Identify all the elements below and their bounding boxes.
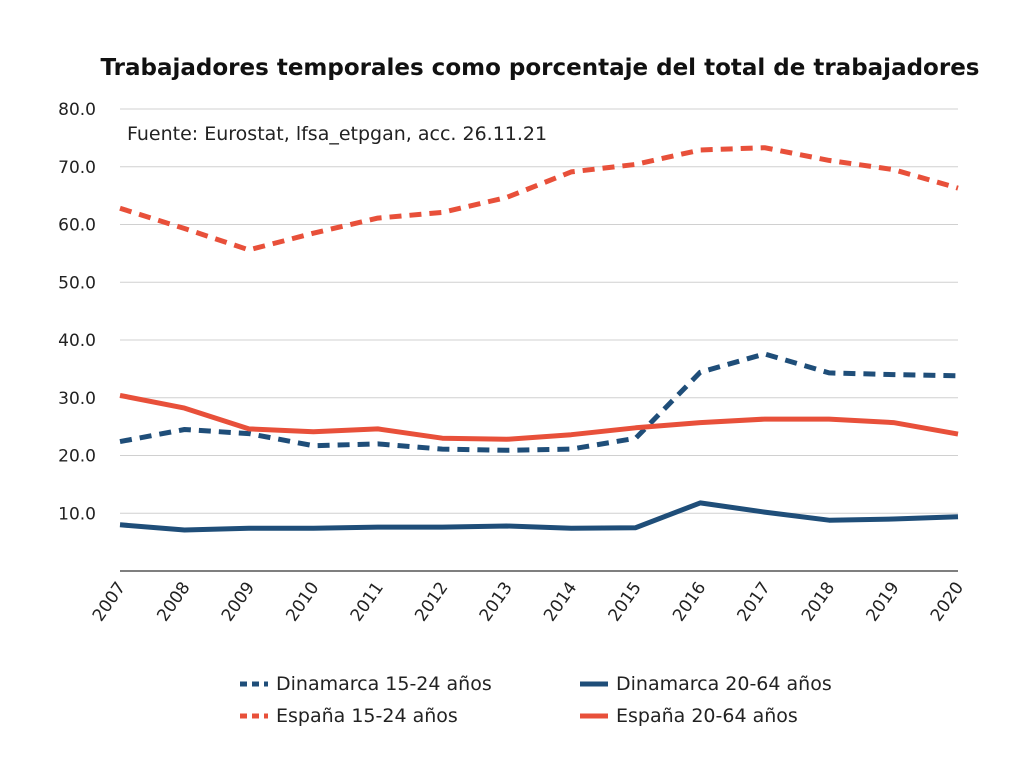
legend-label: Dinamarca 15-24 años <box>276 673 492 695</box>
x-tick-label: 2019 <box>862 578 903 625</box>
series-lines <box>119 145 959 533</box>
x-tick-label: 2011 <box>347 578 388 625</box>
x-tick-label: 2016 <box>669 578 710 625</box>
gridlines <box>120 108 958 514</box>
legend-label: España 15-24 años <box>276 705 458 727</box>
chart-title: Trabajadores temporales como porcentaje … <box>101 55 980 81</box>
x-tick-label: 2020 <box>927 578 968 625</box>
series-line <box>119 145 959 253</box>
y-tick-label: 20.0 <box>58 447 96 467</box>
x-tick-label: 2017 <box>734 578 775 625</box>
y-tick-label: 10.0 <box>58 504 96 524</box>
series-line <box>119 392 959 442</box>
x-tick-label: 2010 <box>282 578 323 625</box>
x-tick-label: 2018 <box>798 578 839 625</box>
x-tick-label: 2015 <box>605 578 646 625</box>
x-tick-label: 2013 <box>476 578 517 625</box>
legend: Dinamarca 15-24 años Dinamarca 20-64 años… <box>240 673 832 727</box>
x-tick-label: 2014 <box>540 578 581 625</box>
source-annotation: Fuente: Eurostat, lfsa_etpgan, acc. 26.1… <box>127 123 547 145</box>
legend-label: España 20-64 años <box>616 705 798 727</box>
series-line <box>119 500 959 533</box>
y-tick-label: 70.0 <box>58 158 96 178</box>
x-tick-label: 2008 <box>153 578 194 625</box>
y-axis-ticks: 10.0 20.0 30.0 40.0 50.0 60.0 70.0 80.0 <box>58 100 96 524</box>
x-tick-label: 2012 <box>411 578 452 625</box>
x-tick-label: 2009 <box>218 578 259 625</box>
y-tick-label: 30.0 <box>58 389 96 409</box>
y-tick-label: 40.0 <box>58 331 96 351</box>
x-axis-ticks: 2007 2008 2009 2010 2011 2012 2013 2014 2015 2016… <box>89 578 968 625</box>
series-line <box>119 351 959 453</box>
y-tick-label: 80.0 <box>58 100 96 120</box>
legend-label: Dinamarca 20-64 años <box>616 673 832 695</box>
y-tick-label: 60.0 <box>58 216 96 236</box>
x-tick-label: 2007 <box>89 578 130 625</box>
y-tick-label: 50.0 <box>58 273 96 293</box>
